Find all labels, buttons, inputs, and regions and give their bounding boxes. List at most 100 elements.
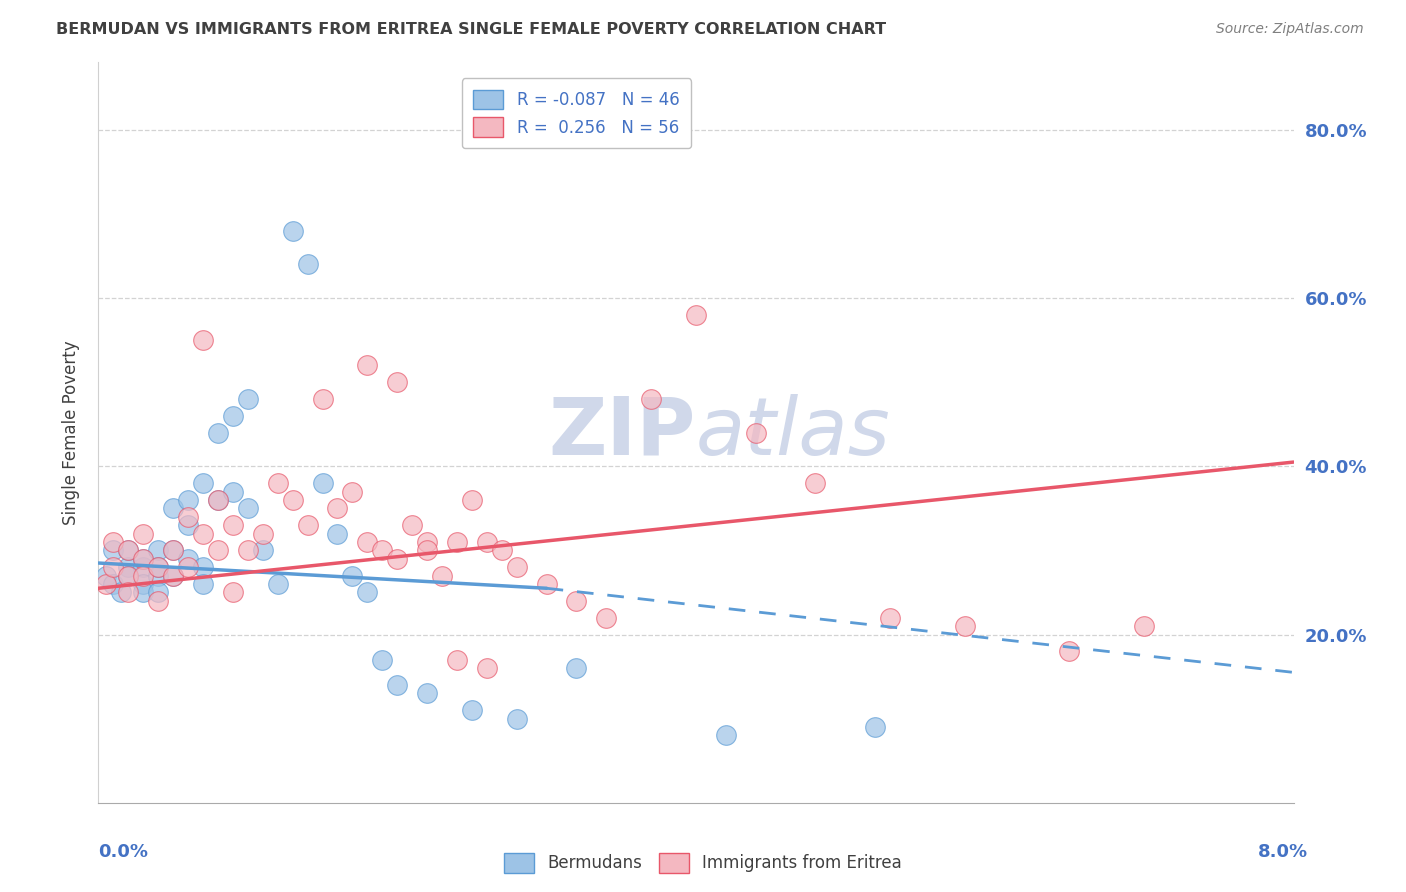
Point	[401, 518, 423, 533]
Point	[207, 425, 229, 440]
Point	[191, 526, 214, 541]
Legend: Bermudans, Immigrants from Eritrea: Bermudans, Immigrants from Eritrea	[498, 847, 908, 880]
Point	[132, 568, 155, 582]
Point	[117, 560, 139, 574]
Y-axis label: Single Female Poverty: Single Female Poverty	[62, 341, 80, 524]
Point	[356, 535, 378, 549]
Point	[191, 476, 214, 491]
Point	[267, 476, 290, 491]
Point	[536, 577, 558, 591]
Point	[281, 492, 304, 507]
Point	[371, 543, 394, 558]
Point	[416, 543, 439, 558]
Point	[117, 585, 139, 599]
Point	[342, 568, 364, 582]
Point	[162, 568, 184, 582]
Text: 8.0%: 8.0%	[1257, 843, 1308, 861]
Point	[416, 535, 439, 549]
Text: BERMUDAN VS IMMIGRANTS FROM ERITREA SINGLE FEMALE POVERTY CORRELATION CHART: BERMUDAN VS IMMIGRANTS FROM ERITREA SING…	[56, 22, 886, 37]
Point	[207, 543, 229, 558]
Text: atlas: atlas	[696, 393, 891, 472]
Point	[191, 560, 214, 574]
Point	[148, 585, 170, 599]
Point	[879, 610, 901, 624]
Point	[162, 543, 184, 558]
Point	[222, 484, 245, 499]
Point	[297, 257, 319, 271]
Point	[148, 560, 170, 574]
Point	[132, 577, 155, 591]
Point	[475, 535, 498, 549]
Point	[356, 585, 378, 599]
Point	[311, 392, 333, 406]
Point	[148, 568, 170, 582]
Point	[865, 720, 887, 734]
Point	[326, 526, 349, 541]
Point	[236, 543, 259, 558]
Point	[222, 409, 245, 423]
Point	[430, 568, 453, 582]
Point	[177, 492, 200, 507]
Point	[177, 509, 200, 524]
Point	[745, 425, 768, 440]
Point	[506, 712, 529, 726]
Point	[207, 492, 229, 507]
Point	[148, 560, 170, 574]
Point	[461, 703, 484, 717]
Point	[132, 585, 155, 599]
Point	[148, 594, 170, 608]
Point	[191, 577, 214, 591]
Point	[110, 585, 132, 599]
Point	[1133, 619, 1156, 633]
Point	[565, 661, 588, 675]
Point	[297, 518, 319, 533]
Point	[416, 686, 439, 700]
Point	[162, 501, 184, 516]
Point	[461, 492, 484, 507]
Point	[207, 492, 229, 507]
Point	[222, 518, 245, 533]
Point	[342, 484, 364, 499]
Point	[132, 560, 155, 574]
Point	[281, 224, 304, 238]
Point	[491, 543, 513, 558]
Point	[446, 535, 468, 549]
Point	[356, 359, 378, 373]
Point	[326, 501, 349, 516]
Point	[94, 568, 117, 582]
Point	[117, 543, 139, 558]
Point	[385, 678, 409, 692]
Point	[117, 568, 139, 582]
Text: 0.0%: 0.0%	[98, 843, 149, 861]
Point	[595, 610, 617, 624]
Point	[311, 476, 333, 491]
Point	[177, 551, 200, 566]
Point	[252, 526, 274, 541]
Point	[640, 392, 662, 406]
Point	[565, 594, 588, 608]
Point	[446, 653, 468, 667]
Point	[117, 568, 139, 582]
Text: Source: ZipAtlas.com: Source: ZipAtlas.com	[1216, 22, 1364, 37]
Point	[94, 577, 117, 591]
Point	[236, 501, 259, 516]
Point	[191, 333, 214, 347]
Point	[162, 568, 184, 582]
Point	[132, 526, 155, 541]
Legend: R = -0.087   N = 46, R =  0.256   N = 56: R = -0.087 N = 46, R = 0.256 N = 56	[461, 78, 692, 148]
Point	[267, 577, 290, 591]
Point	[371, 653, 394, 667]
Point	[1059, 644, 1081, 658]
Point	[103, 577, 125, 591]
Point	[132, 551, 155, 566]
Point	[804, 476, 827, 491]
Point	[177, 518, 200, 533]
Point	[385, 375, 409, 389]
Point	[714, 729, 737, 743]
Point	[252, 543, 274, 558]
Point	[506, 560, 529, 574]
Point	[236, 392, 259, 406]
Point	[385, 551, 409, 566]
Point	[103, 535, 125, 549]
Point	[685, 308, 707, 322]
